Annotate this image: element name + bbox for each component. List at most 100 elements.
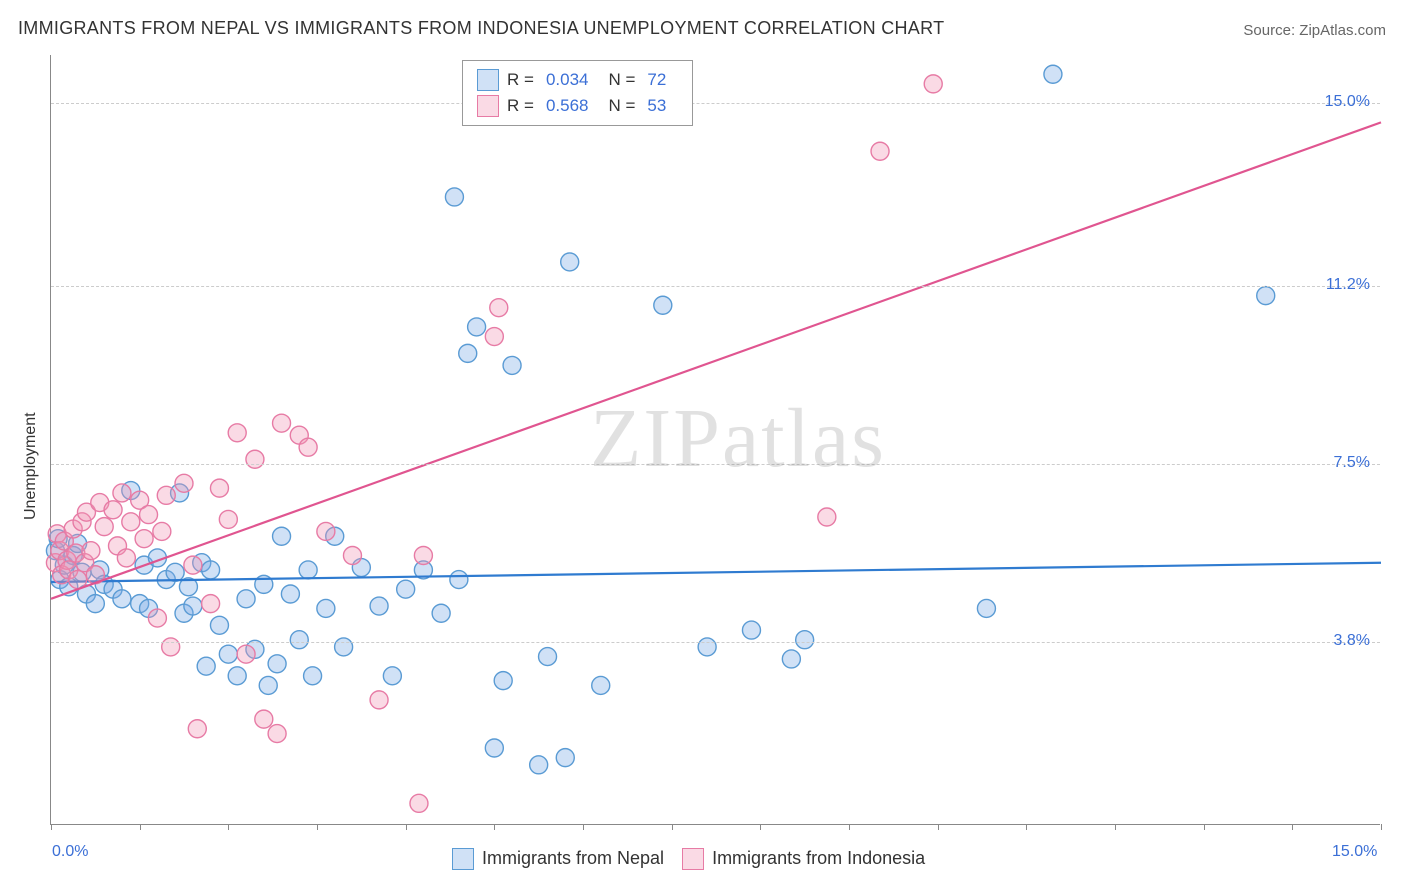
scatter-point [259, 676, 277, 694]
legend-swatch-nepal-bottom [452, 848, 474, 870]
legend-label-nepal: Immigrants from Nepal [482, 848, 664, 868]
gridline [51, 286, 1380, 287]
x-tick [228, 824, 229, 830]
scatter-point [503, 356, 521, 374]
scatter-point [162, 638, 180, 656]
scatter-point [122, 513, 140, 531]
scatter-point [113, 484, 131, 502]
legend-row-nepal: R = 0.034 N = 72 [477, 67, 678, 93]
source-link[interactable]: ZipAtlas.com [1299, 22, 1386, 39]
scatter-point [82, 542, 100, 560]
scatter-point [113, 590, 131, 608]
scatter-point [273, 527, 291, 545]
x-tick [1115, 824, 1116, 830]
y-tick-label: 3.8% [1334, 632, 1370, 650]
scatter-point [197, 657, 215, 675]
y-tick-label: 11.2% [1326, 276, 1370, 294]
x-tick [406, 824, 407, 830]
scatter-point [219, 645, 237, 663]
correlation-legend: R = 0.034 N = 72 R = 0.568 N = 53 [462, 60, 693, 126]
scatter-point [459, 344, 477, 362]
plot-svg [51, 55, 1380, 824]
r-value-nepal: 0.034 [546, 67, 589, 93]
scatter-point [742, 621, 760, 639]
scatter-point [219, 510, 237, 528]
r-value-indonesia: 0.568 [546, 93, 589, 119]
y-tick-label: 15.0% [1325, 93, 1370, 111]
scatter-point [397, 580, 415, 598]
scatter-point [924, 75, 942, 93]
scatter-point [317, 599, 335, 617]
scatter-point [210, 616, 228, 634]
legend-swatch-indonesia [477, 95, 499, 117]
scatter-point [383, 667, 401, 685]
r-label: R = [507, 67, 534, 93]
scatter-point [490, 299, 508, 317]
scatter-point [268, 655, 286, 673]
scatter-point [468, 318, 486, 336]
scatter-point [104, 501, 122, 519]
scatter-point [157, 486, 175, 504]
legend-swatch-indonesia-bottom [682, 848, 704, 870]
x-tick [760, 824, 761, 830]
x-axis-max-label: 15.0% [1332, 843, 1377, 861]
scatter-point [184, 597, 202, 615]
scatter-point [782, 650, 800, 668]
scatter-point [977, 599, 995, 617]
series-legend: Immigrants from Nepal Immigrants from In… [452, 848, 925, 870]
scatter-point [343, 547, 361, 565]
scatter-point [530, 756, 548, 774]
scatter-point [485, 739, 503, 757]
scatter-point [556, 749, 574, 767]
gridline [51, 642, 1380, 643]
scatter-point [335, 638, 353, 656]
n-label: N = [608, 67, 635, 93]
x-tick [51, 824, 52, 830]
legend-item-indonesia: Immigrants from Indonesia [682, 848, 925, 870]
x-tick [1292, 824, 1293, 830]
scatter-point [202, 561, 220, 579]
scatter-point [281, 585, 299, 603]
scatter-point [153, 522, 171, 540]
scatter-point [539, 648, 557, 666]
y-tick-label: 7.5% [1334, 454, 1370, 472]
x-tick [1204, 824, 1205, 830]
scatter-point [148, 609, 166, 627]
legend-row-indonesia: R = 0.568 N = 53 [477, 93, 678, 119]
scatter-point [445, 188, 463, 206]
source-attribution: Source: ZipAtlas.com [1243, 22, 1386, 39]
scatter-point [268, 725, 286, 743]
x-tick [849, 824, 850, 830]
scatter-point [370, 691, 388, 709]
y-axis-label: Unemployment [22, 412, 40, 520]
legend-item-nepal: Immigrants from Nepal [452, 848, 664, 870]
n-value-nepal: 72 [647, 67, 666, 93]
scatter-point [228, 424, 246, 442]
scatter-point [432, 604, 450, 622]
scatter-point [796, 631, 814, 649]
scatter-point [117, 549, 135, 567]
scatter-point [290, 631, 308, 649]
chart-container: IMMIGRANTS FROM NEPAL VS IMMIGRANTS FROM… [0, 0, 1406, 892]
x-tick [583, 824, 584, 830]
scatter-point [237, 590, 255, 608]
scatter-point [871, 142, 889, 160]
x-tick [494, 824, 495, 830]
r-label: R = [507, 93, 534, 119]
scatter-point [255, 710, 273, 728]
scatter-point [299, 561, 317, 579]
scatter-point [304, 667, 322, 685]
scatter-point [175, 474, 193, 492]
scatter-point [246, 450, 264, 468]
x-tick [1026, 824, 1027, 830]
scatter-point [414, 547, 432, 565]
x-tick [938, 824, 939, 830]
scatter-point [188, 720, 206, 738]
scatter-point [410, 794, 428, 812]
scatter-point [654, 296, 672, 314]
scatter-point [1044, 65, 1062, 83]
x-tick [140, 824, 141, 830]
scatter-point [485, 328, 503, 346]
x-tick [317, 824, 318, 830]
n-value-indonesia: 53 [647, 93, 666, 119]
